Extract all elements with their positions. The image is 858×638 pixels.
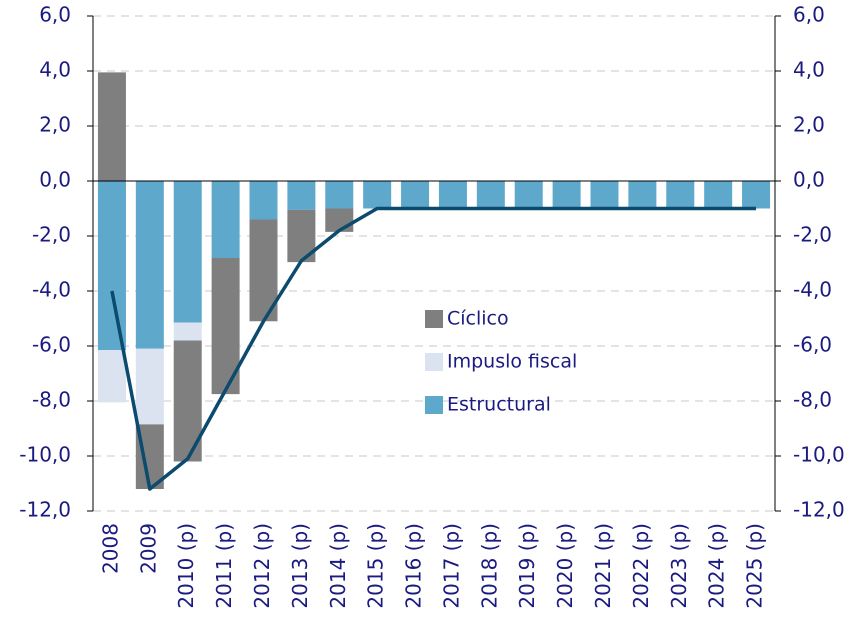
x-tick-label: 2020 (p) xyxy=(553,523,577,609)
y2-tick-label: 2,0 xyxy=(793,113,825,137)
bar xyxy=(742,181,771,209)
x-tick-label: 2009 xyxy=(136,523,160,574)
y2-tick-label: -10,0 xyxy=(793,443,845,467)
x-tick-label: 2024 (p) xyxy=(705,523,729,609)
x-tick-label: 2011 (p) xyxy=(212,523,236,609)
y-tick-label: -8,0 xyxy=(32,388,71,412)
legend-label: Estructural xyxy=(447,394,551,416)
y2-tick-label: -6,0 xyxy=(793,333,832,357)
x-tick-label: 2008 xyxy=(98,523,122,574)
y-tick-label: 6,0 xyxy=(39,3,71,27)
bar xyxy=(97,350,126,403)
bar xyxy=(325,208,354,232)
bar xyxy=(666,181,695,209)
bar xyxy=(97,72,126,181)
bar xyxy=(363,181,392,209)
legend: Cíclico Impuslo fiscal Estructural xyxy=(425,308,577,416)
y2-tick-label: 6,0 xyxy=(793,3,825,27)
y2-tick-label: -2,0 xyxy=(793,223,832,247)
bar xyxy=(590,181,619,209)
bar xyxy=(514,181,543,209)
bar xyxy=(97,181,126,351)
bar xyxy=(628,181,657,209)
y2-tick-label: -4,0 xyxy=(793,278,832,302)
bar xyxy=(476,181,505,209)
legend-swatch xyxy=(425,353,443,371)
y2-tick-label: -8,0 xyxy=(793,388,832,412)
total-line xyxy=(110,206,757,491)
bar xyxy=(211,181,240,258)
y-tick-label: 2,0 xyxy=(39,113,71,137)
y2-tick-label: 4,0 xyxy=(793,58,825,82)
y2-tick-label: -12,0 xyxy=(793,498,845,522)
x-tick-label: 2015 (p) xyxy=(364,523,388,609)
x-tick-label: 2013 (p) xyxy=(288,523,312,609)
x-tick-label: 2010 (p) xyxy=(174,523,198,609)
legend-swatch xyxy=(425,310,443,328)
bar xyxy=(249,181,278,220)
y-tick-label: 0,0 xyxy=(39,168,71,192)
x-tick-label: 2017 (p) xyxy=(439,523,463,609)
x-tick-label: 2023 (p) xyxy=(667,523,691,609)
y-tick-label: -6,0 xyxy=(32,333,71,357)
y-tick-label: 4,0 xyxy=(39,58,71,82)
bar xyxy=(173,322,202,341)
y-tick-label: -2,0 xyxy=(32,223,71,247)
x-tick-label: 2018 (p) xyxy=(477,523,501,609)
legend-swatch xyxy=(425,396,443,414)
y-tick-label: -4,0 xyxy=(32,278,71,302)
y-tick-label: -10,0 xyxy=(19,443,71,467)
bar xyxy=(173,181,202,323)
bar xyxy=(325,181,354,209)
bar xyxy=(135,348,164,425)
y2-tick-label: 0,0 xyxy=(793,168,825,192)
bar xyxy=(135,181,164,349)
bar xyxy=(287,181,316,210)
legend-label: Cíclico xyxy=(447,308,509,330)
x-tick-label: 2016 (p) xyxy=(402,523,426,609)
x-tick-label: 2025 (p) xyxy=(743,523,767,609)
legend-label: Impuslo fiscal xyxy=(447,351,577,373)
x-tick-label: 2021 (p) xyxy=(591,523,615,609)
x-tick-label: 2014 (p) xyxy=(326,523,350,609)
bar xyxy=(552,181,581,209)
bar xyxy=(438,181,467,209)
x-tick-label: 2022 (p) xyxy=(629,523,653,609)
x-tick-label: 2012 (p) xyxy=(250,523,274,609)
x-tick-label: 2019 (p) xyxy=(515,523,539,609)
bar xyxy=(704,181,733,209)
y-tick-label: -12,0 xyxy=(19,498,71,522)
bar xyxy=(401,181,430,209)
